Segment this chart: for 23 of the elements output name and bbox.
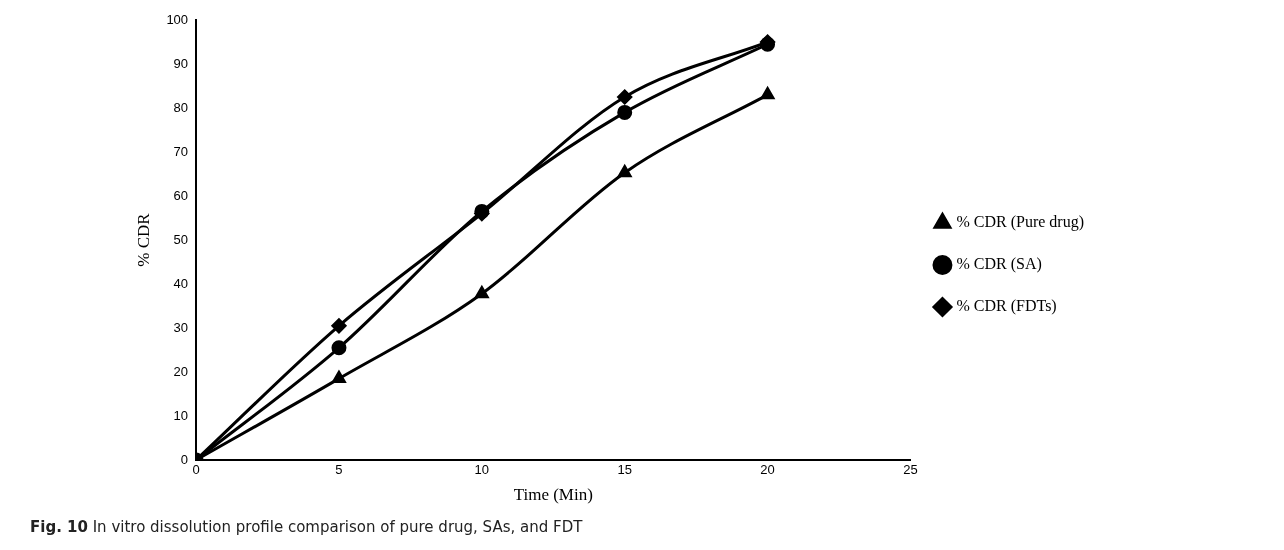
x-axis-title: Time (Min) <box>513 485 593 505</box>
legend-label: % CDR (FDTs) <box>956 297 1057 316</box>
y-tick-label: 20 <box>173 363 189 379</box>
y-tick-label: 10 <box>173 407 189 423</box>
y-tick-label: 50 <box>173 231 189 247</box>
y-tick-label: 0 <box>180 451 189 467</box>
y-tick-label: 40 <box>173 275 189 291</box>
y-tick-label: 60 <box>173 187 189 203</box>
x-tick-label: 10 <box>474 462 490 478</box>
caption: Fig. 10 In vitro dissolution profile comparison of pure drug, SAs, and FDT <box>30 518 583 536</box>
x-tick-label: 20 <box>760 462 775 478</box>
x-tick-label: 0 <box>192 462 200 478</box>
y-tick-label: 90 <box>173 55 189 71</box>
x-tick-label: 15 <box>617 462 632 478</box>
y-axis-title: % CDR <box>133 212 153 267</box>
x-tick-label: 5 <box>335 462 343 478</box>
y-tick-label: 30 <box>173 319 189 335</box>
x-tick-label: 25 <box>903 462 918 478</box>
legend-label: % CDR (SA) <box>956 255 1042 274</box>
y-tick-label: 80 <box>173 99 189 115</box>
y-tick-label: 70 <box>173 143 189 159</box>
y-tick-label: 100 <box>166 11 189 27</box>
legend-label: % CDR (Pure drug) <box>956 213 1085 232</box>
